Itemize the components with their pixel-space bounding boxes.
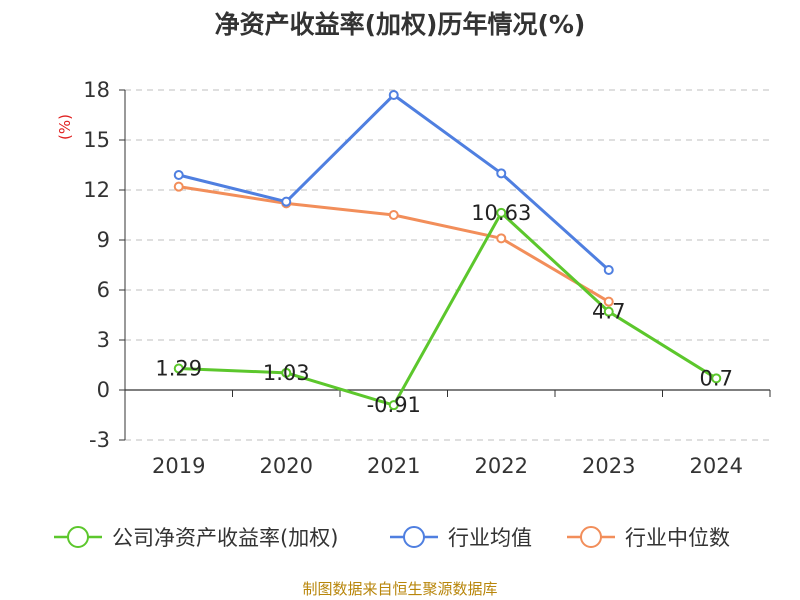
- y-tick-label: -3: [89, 428, 110, 452]
- y-tick-label: 3: [97, 328, 110, 352]
- legend-label: 行业均值: [448, 526, 532, 550]
- x-tick-label: 2022: [475, 454, 528, 478]
- data-point[interactable]: [281, 367, 292, 378]
- y-tick-label: 15: [83, 128, 110, 152]
- data-point[interactable]: [388, 90, 399, 100]
- data-point[interactable]: [388, 210, 399, 220]
- legend-label: 行业中位数: [625, 526, 730, 550]
- legend-marker: [403, 526, 425, 548]
- legend-item-0[interactable]: 公司净资产收益率(加权): [54, 526, 338, 550]
- y-tick-label: 12: [83, 178, 110, 202]
- legend-label: 公司净资产收益率(加权): [112, 526, 338, 550]
- legend[interactable]: 公司净资产收益率(加权) 行业均值 行业中位数: [54, 526, 730, 550]
- data-point[interactable]: [603, 265, 614, 275]
- y-tick-label: 18: [83, 78, 110, 102]
- data-point[interactable]: [603, 296, 614, 307]
- data-labels: 1.29 1.03 -0.91 10.63 4.7 0.7: [155, 201, 733, 417]
- data-point[interactable]: [281, 196, 292, 207]
- chart-title: 净资产收益率(加权)历年情况(%): [215, 10, 586, 39]
- legend-item-2[interactable]: 行业中位数: [567, 526, 730, 550]
- data-point[interactable]: [496, 168, 507, 179]
- grid-lines: [125, 89, 770, 441]
- data-label: 4.7: [592, 300, 625, 324]
- x-tick-label: 2021: [367, 454, 420, 478]
- legend-marker: [580, 526, 602, 548]
- data-label: 1.03: [263, 361, 310, 385]
- source-note: 制图数据来自恒生聚源数据库: [302, 580, 497, 598]
- series-group: [173, 90, 722, 411]
- data-point[interactable]: [388, 400, 399, 411]
- axes: -3 0 3 6 9 12 15 18 2019 2020 2021 2022 2023 2024: [83, 78, 771, 478]
- x-tick-label: 2020: [260, 454, 313, 478]
- y-tick-label: 6: [97, 278, 110, 302]
- series-line-2: [178, 185, 610, 303]
- y-tick-label: 9: [97, 228, 110, 252]
- legend-item-1[interactable]: 行业均值: [390, 526, 532, 550]
- data-label: -0.91: [367, 393, 421, 417]
- data-point[interactable]: [603, 306, 614, 317]
- data-label: 1.29: [155, 357, 202, 381]
- x-tick-label: 2024: [690, 454, 743, 478]
- data-label: 10.63: [471, 201, 531, 225]
- series-line-1: [178, 93, 610, 272]
- x-tick-label: 2019: [152, 454, 205, 478]
- series-line-0: [178, 211, 718, 407]
- data-label: 0.7: [700, 366, 733, 390]
- y-axis-unit: (%): [56, 114, 74, 140]
- data-point[interactable]: [496, 233, 507, 244]
- data-point[interactable]: [711, 373, 722, 384]
- y-tick-label: 0: [97, 378, 110, 402]
- data-point[interactable]: [173, 363, 184, 374]
- data-point[interactable]: [496, 207, 507, 218]
- data-point[interactable]: [173, 170, 184, 180]
- data-point[interactable]: [173, 181, 184, 192]
- legend-marker: [67, 526, 89, 548]
- x-tick-label: 2023: [582, 454, 635, 478]
